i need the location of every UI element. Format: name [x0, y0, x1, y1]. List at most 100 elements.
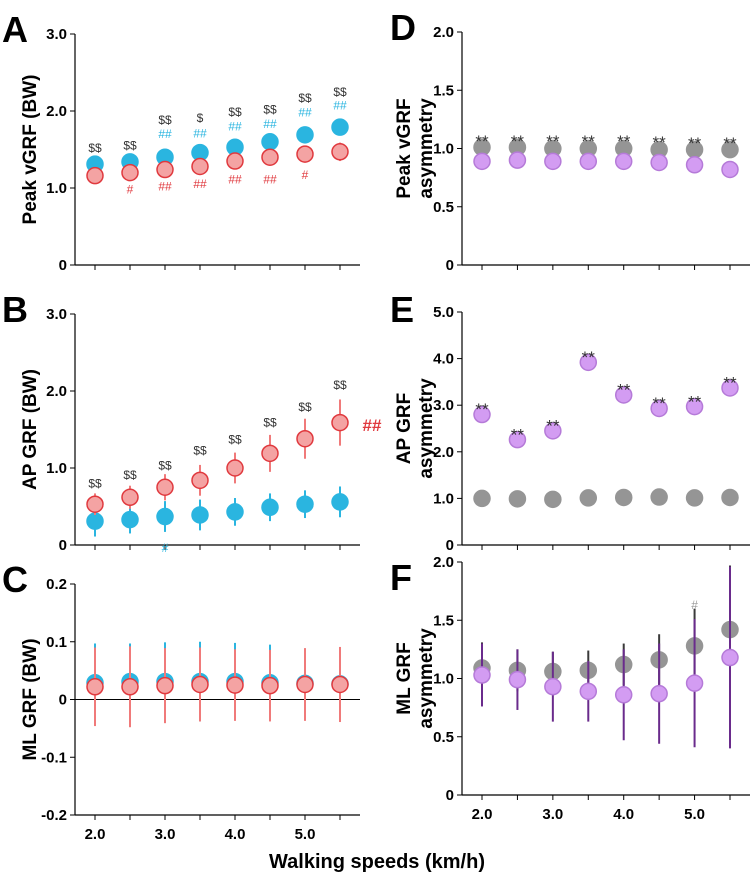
- data-point: [261, 133, 279, 151]
- data-point: [508, 490, 527, 508]
- data-point: [121, 488, 139, 507]
- y-tick-label: 2.0: [46, 383, 67, 400]
- annotation-label: **: [475, 400, 489, 419]
- y-axis-label: Peak vGRF: [394, 98, 415, 198]
- data-point: [508, 430, 527, 449]
- annotation-label: $$: [263, 416, 277, 430]
- data-point: [156, 478, 174, 496]
- y-axis-label: AP GRF: [394, 393, 415, 464]
- annotation-label: **: [723, 134, 737, 153]
- series-violet: [473, 353, 739, 449]
- series-red: [86, 646, 349, 728]
- data-point: [473, 405, 491, 424]
- data-point: [579, 489, 598, 507]
- annotation-label: $$: [228, 433, 242, 447]
- data-point: [261, 148, 279, 166]
- annotation-label: ##: [333, 99, 347, 113]
- y-axis-label: asymmetry: [416, 98, 437, 199]
- data-point: [121, 678, 139, 696]
- data-point: [86, 512, 104, 530]
- annotation-label: $$: [88, 141, 102, 155]
- annotation-label: **: [511, 132, 525, 151]
- y-tick-label: 1.5: [433, 82, 454, 99]
- x-tick-label: 3.0: [155, 826, 176, 843]
- data-point: [650, 684, 668, 703]
- panel-letter: B: [2, 289, 28, 330]
- data-point: [508, 670, 527, 689]
- data-point: [261, 498, 279, 517]
- y-tick-label: 0: [446, 257, 454, 274]
- data-point: [156, 507, 174, 526]
- data-point: [508, 151, 527, 169]
- annotation-label: ##: [363, 416, 382, 435]
- x-tick-label: 4.0: [225, 826, 246, 843]
- data-point: [614, 488, 633, 507]
- y-tick-label: 3.0: [46, 306, 67, 323]
- data-point: [721, 648, 739, 667]
- annotation-label: ##: [193, 177, 207, 191]
- data-point: [226, 459, 244, 477]
- panel-letter: E: [390, 289, 414, 330]
- data-point: [331, 675, 349, 694]
- data-point: [614, 386, 633, 404]
- data-point: [261, 676, 279, 695]
- annotation-label: #: [162, 541, 169, 555]
- x-tick-label: 5.0: [295, 826, 316, 843]
- y-axis-label: AP GRF (BW): [20, 369, 41, 490]
- panel-letter: D: [390, 7, 416, 48]
- annotation-label: ##: [228, 173, 242, 187]
- y-tick-label: 2.0: [433, 444, 454, 461]
- panel-f: F 0 0.5 1.0 1.5 2.0 2.0 3.0 4.0 5.0 ML GRF asymmetr…: [390, 554, 750, 823]
- annotation-label: **: [546, 132, 560, 151]
- data-point: [296, 495, 314, 513]
- y-tick-label: 2.0: [46, 103, 67, 120]
- y-tick-label: 4.0: [433, 351, 454, 368]
- data-point: [296, 126, 314, 144]
- annotation-label: $$: [298, 91, 312, 105]
- annotation-label: #: [127, 183, 134, 197]
- annotation-label: **: [475, 132, 489, 151]
- data-point: [86, 678, 104, 696]
- annotation-label: **: [617, 381, 631, 400]
- annotation-label: ##: [158, 127, 172, 141]
- series-blue: [86, 486, 349, 537]
- annotation-label: $$: [298, 400, 312, 414]
- annotation-label: ##: [263, 173, 277, 187]
- data-point: [721, 379, 739, 397]
- panel-e: E 0 1.0 2.0 3.0 4.0 5.0 AP GRF asymmetry ** ** ** **…: [390, 289, 750, 554]
- y-axis-label: ML GRF: [394, 642, 415, 714]
- data-point: [614, 686, 633, 704]
- x-tick-label: 2.0: [85, 826, 106, 843]
- annotation-label: **: [582, 132, 596, 151]
- annotation-label: **: [582, 348, 596, 367]
- data-point: [191, 506, 209, 524]
- data-point: [191, 471, 209, 490]
- data-point: [331, 118, 349, 136]
- data-point: [650, 488, 668, 506]
- panel-d: D 0 0.5 1.0 1.5 2.0 Peak vGRF asymmetry ** ** ** **…: [390, 7, 750, 274]
- annotation-label: $$: [333, 378, 347, 392]
- data-point: [226, 503, 244, 521]
- panel-letter: A: [2, 9, 28, 50]
- annotation-label: $: [197, 111, 204, 125]
- panel-c: C -0.2 -0.1 0 0.1 0.2 2.0 3.0 4.0 5.0 ML GRF (BW): [2, 559, 360, 843]
- data-point: [685, 674, 704, 692]
- y-tick-label: 2.0: [433, 554, 454, 571]
- y-tick-label: 0: [446, 537, 454, 554]
- annotation-label: **: [546, 417, 560, 436]
- series-red: [86, 142, 349, 185]
- y-axis-label: asymmetry: [416, 628, 437, 729]
- data-point: [121, 163, 139, 182]
- annotation-label: #: [302, 168, 309, 182]
- data-point: [86, 495, 104, 513]
- x-tick-label: 4.0: [613, 806, 634, 823]
- data-point: [685, 397, 704, 416]
- data-point: [191, 157, 209, 176]
- y-tick-label: 5.0: [433, 304, 454, 321]
- data-point: [614, 152, 633, 171]
- annotation-label: ##: [263, 117, 277, 131]
- y-tick-label: 0.5: [433, 199, 454, 216]
- panel-letter: C: [2, 559, 28, 600]
- y-tick-label: 1.5: [433, 612, 454, 629]
- annotation-label: **: [688, 392, 702, 411]
